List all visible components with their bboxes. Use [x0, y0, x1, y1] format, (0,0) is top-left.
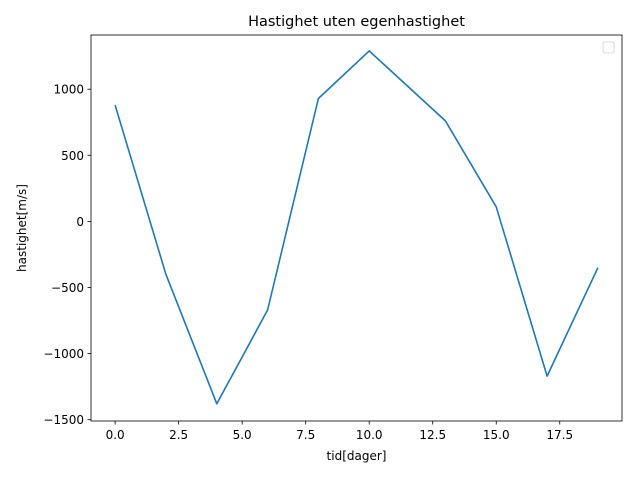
chart-title: Hastighet uten egenhastighet [248, 14, 465, 30]
x-tick-label: 0.0 [106, 428, 125, 442]
axes-frame [90, 34, 623, 422]
x-tick-label: 5.0 [233, 428, 252, 442]
y-tick-label: 500 [61, 149, 84, 163]
x-tick-label: 7.5 [296, 428, 315, 442]
x-tick-label: 12.5 [419, 428, 446, 442]
x-axis-label: tid[dager] [327, 449, 387, 463]
y-tick-label: 1000 [53, 83, 84, 97]
plot-area [90, 34, 623, 422]
legend-box [602, 41, 615, 54]
y-axis: −1500 −1000 −500 0 500 1000 [43, 83, 91, 427]
series-line [114, 50, 599, 405]
x-tick-label: 15.0 [483, 428, 510, 442]
x-tick-label: 2.5 [169, 428, 188, 442]
x-tick-label: 17.5 [546, 428, 573, 442]
y-tick-label: −1000 [43, 347, 84, 361]
y-axis-label: hastighet[m/s] [15, 184, 29, 272]
y-tick-label: 0 [76, 215, 84, 229]
series-layer [114, 50, 599, 405]
y-tick-label: −500 [51, 281, 84, 295]
x-axis: 0.0 2.5 5.0 7.5 10.0 12.5 15.0 17.5 [106, 421, 573, 442]
x-tick-label: 10.0 [356, 428, 383, 442]
y-tick-label: −1500 [43, 413, 84, 427]
